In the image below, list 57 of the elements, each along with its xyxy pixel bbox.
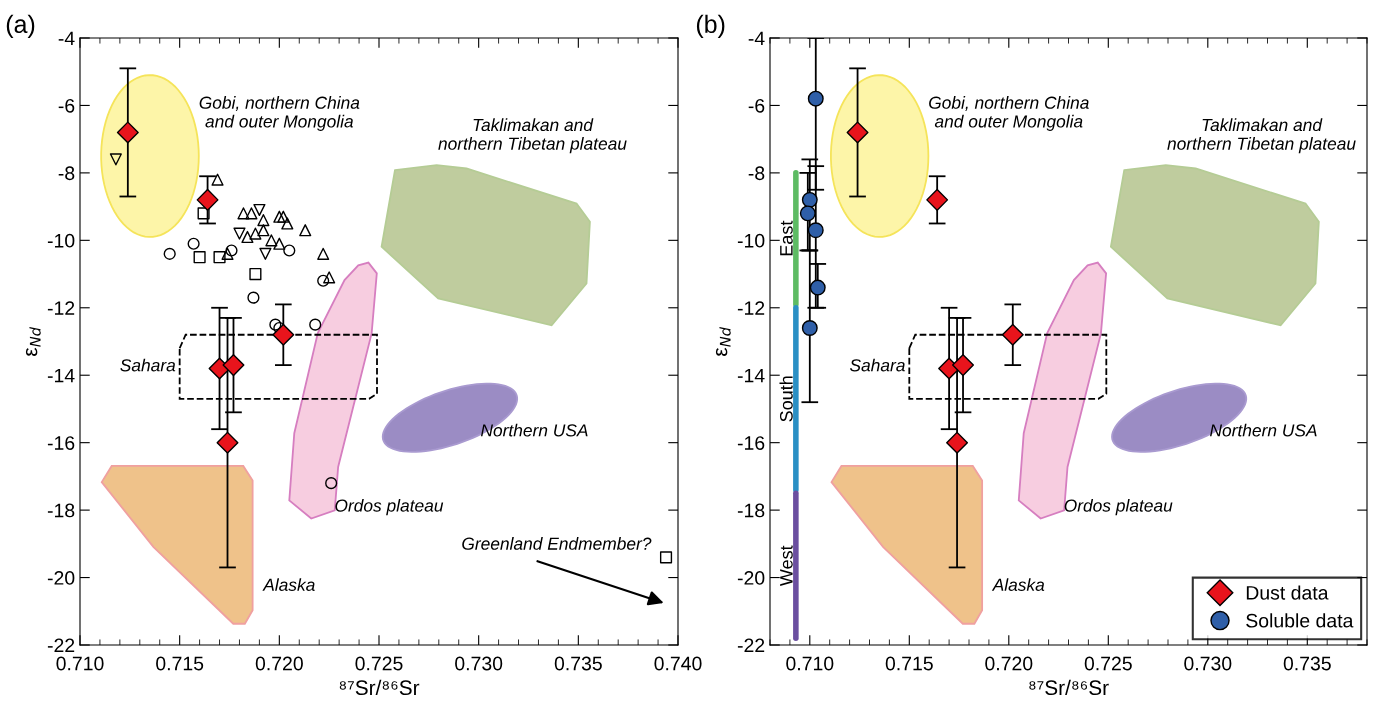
- y-tick-label: -18: [47, 503, 75, 518]
- annotation: Northern USA: [480, 423, 588, 437]
- y-tick-label: -4: [748, 31, 765, 46]
- annotation: Ordos plateau: [1064, 498, 1173, 516]
- y-tick-label: -18: [737, 503, 765, 518]
- annotation: Gobi, northern China and outer Mongolia: [199, 96, 360, 131]
- x-tick-label: 0.720: [255, 656, 303, 671]
- y-tick-label: -16: [47, 436, 75, 450]
- annotation: Gobi, northern China and outer Mongolia: [929, 96, 1089, 131]
- text: South: [779, 376, 793, 422]
- y-axis-title: ε$_{Nd}$: [715, 326, 731, 356]
- x-axis-title: ⁸⁷Sr/⁸⁶Sr: [339, 679, 420, 696]
- legend-label: Dust data: [1246, 585, 1329, 600]
- y-tick-label: -10: [47, 233, 75, 248]
- x-tick-label: 0.730: [1184, 656, 1232, 671]
- text: West: [780, 545, 793, 587]
- annotation: Alaska: [991, 578, 1045, 591]
- x-tick-label: 0.710: [56, 656, 104, 671]
- y-tick-label: -14: [737, 368, 765, 383]
- x-tick-label: 0.735: [554, 656, 602, 671]
- annotation: Sahara: [120, 358, 176, 372]
- y-tick-label: -8: [748, 166, 765, 181]
- y-tick-label: -20: [737, 571, 765, 585]
- y-tick-label: -20: [47, 571, 75, 585]
- legend-label: Soluble data: [1246, 613, 1354, 628]
- chart-title: (b): [696, 14, 725, 38]
- text: East: [780, 220, 793, 256]
- chart-title: (a): [6, 14, 35, 38]
- x-tick-label: 0.730: [455, 656, 503, 671]
- y-tick-label: -12: [47, 301, 75, 315]
- x-axis-title: ⁸⁷Sr/⁸⁶Sr: [1029, 679, 1109, 696]
- y-tick-label: -10: [737, 233, 765, 248]
- x-tick-label: 0.720: [985, 656, 1033, 671]
- annotation: Ordos plateau: [335, 498, 444, 516]
- x-tick-label: 0.735: [1283, 656, 1331, 671]
- annotation: Sahara: [849, 358, 905, 372]
- annotation: Northern USA: [1210, 423, 1317, 437]
- y-axis-title: ε$_{Nd}$: [25, 326, 41, 356]
- annotation: Taklimakan and northern Tibetan plateau: [1167, 118, 1356, 154]
- annotation: Alaska: [262, 578, 315, 591]
- y-tick-label: -6: [58, 98, 75, 113]
- x-tick-label: 0.715: [885, 656, 933, 671]
- y-tick-label: -6: [748, 98, 765, 113]
- y-tick-label: -22: [737, 638, 765, 653]
- y-tick-label: -22: [47, 638, 75, 653]
- y-tick-label: -4: [58, 31, 75, 46]
- y-tick-label: -14: [47, 368, 75, 383]
- annotation: Taklimakan and northern Tibetan plateau: [438, 118, 627, 154]
- x-tick-label: 0.725: [1084, 656, 1132, 671]
- x-tick-label: 0.715: [156, 656, 204, 671]
- y-tick-label: -8: [58, 166, 75, 181]
- x-tick-label: 0.740: [654, 656, 702, 671]
- y-tick-label: -16: [737, 436, 765, 450]
- y-tick-label: -12: [737, 301, 765, 315]
- annotation: Greenland Endmember?: [462, 537, 652, 550]
- x-tick-label: 0.725: [355, 656, 403, 671]
- x-tick-label: 0.710: [786, 656, 834, 671]
